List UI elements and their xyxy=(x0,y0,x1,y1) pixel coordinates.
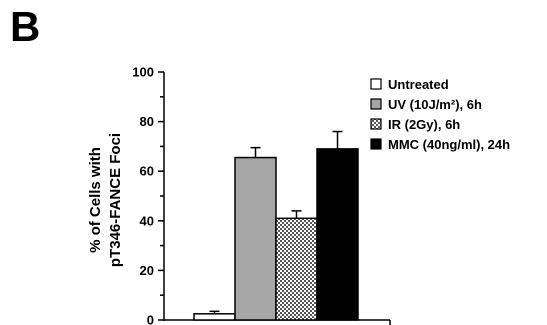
legend: Untreated UV (10J/m²), 6h IR (2Gy), 6h MMC … xyxy=(370,77,510,152)
y-axis-title-line-1: % of Cells with xyxy=(87,147,104,253)
legend-swatch xyxy=(370,138,382,150)
legend-entry: UV (10J/m²), 6h xyxy=(388,97,482,112)
y-tick-label: 0 xyxy=(147,313,154,325)
bar xyxy=(275,217,318,321)
y-tick-label: 80 xyxy=(140,114,154,129)
bar xyxy=(193,313,236,321)
legend-entry: Untreated xyxy=(388,77,449,92)
bar xyxy=(234,156,277,321)
legend-swatch xyxy=(370,118,382,130)
bar xyxy=(316,148,359,321)
legend-swatch xyxy=(370,78,382,90)
bars xyxy=(193,130,359,321)
legend-entry: IR (2Gy), 6h xyxy=(388,117,460,132)
legend-swatch xyxy=(370,98,382,110)
panel-label: B xyxy=(10,3,41,50)
y-tick-label: 100 xyxy=(132,65,154,80)
legend-entry: MMC (40ng/ml), 24h xyxy=(388,137,510,152)
y-axis-title-line-2: pT346-FANCE Foci xyxy=(107,133,124,267)
y-axis-title-group: % of Cells with pT346-FANCE Foci xyxy=(87,133,124,267)
y-tick-label: 20 xyxy=(140,263,154,278)
y-tick-label: 60 xyxy=(140,164,154,179)
y-tick-label: 40 xyxy=(140,213,154,228)
